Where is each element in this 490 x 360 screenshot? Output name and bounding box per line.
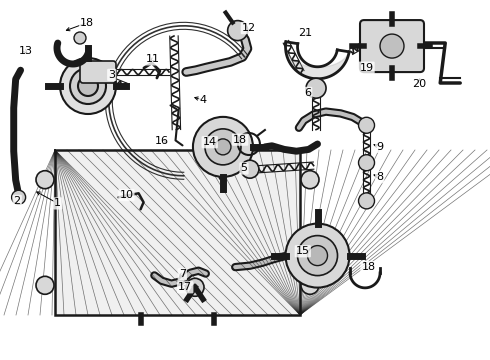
FancyBboxPatch shape (80, 61, 116, 83)
Text: 9: 9 (376, 142, 383, 152)
Circle shape (241, 160, 259, 178)
Text: 18: 18 (233, 135, 247, 145)
Circle shape (228, 21, 247, 41)
Circle shape (359, 117, 374, 133)
Circle shape (359, 193, 374, 209)
Text: 21: 21 (298, 28, 312, 38)
Bar (55, 150, 300, 315)
Text: 10: 10 (120, 190, 133, 200)
Circle shape (74, 32, 86, 44)
Text: 15: 15 (296, 246, 310, 256)
Text: 20: 20 (412, 78, 426, 89)
Text: 8: 8 (376, 172, 383, 182)
FancyBboxPatch shape (360, 20, 424, 72)
Circle shape (78, 76, 98, 96)
Circle shape (205, 129, 241, 165)
Circle shape (70, 68, 106, 104)
Text: 5: 5 (241, 163, 247, 174)
Text: 14: 14 (203, 137, 217, 147)
Circle shape (359, 155, 374, 171)
Text: 16: 16 (155, 136, 169, 146)
Circle shape (186, 278, 204, 296)
Text: 18: 18 (80, 18, 94, 28)
Circle shape (308, 246, 327, 266)
Text: 4: 4 (200, 95, 207, 105)
Circle shape (301, 171, 319, 189)
Circle shape (60, 58, 116, 114)
Text: 17: 17 (178, 282, 192, 292)
Circle shape (286, 224, 349, 288)
Circle shape (297, 235, 338, 276)
Text: 3: 3 (108, 70, 115, 80)
Circle shape (215, 139, 231, 155)
Text: 13: 13 (19, 46, 32, 57)
Circle shape (36, 276, 54, 294)
Text: 19: 19 (360, 63, 373, 73)
Circle shape (301, 276, 319, 294)
Text: 12: 12 (242, 23, 256, 33)
Circle shape (380, 34, 404, 58)
Circle shape (306, 78, 326, 98)
Text: 11: 11 (146, 54, 160, 64)
Text: 2: 2 (14, 196, 21, 206)
Circle shape (193, 117, 253, 177)
Circle shape (36, 171, 54, 189)
Text: 6: 6 (304, 88, 311, 98)
Text: 7: 7 (179, 269, 186, 279)
Circle shape (12, 190, 25, 204)
Text: 1: 1 (54, 198, 61, 208)
Text: 18: 18 (362, 262, 375, 272)
